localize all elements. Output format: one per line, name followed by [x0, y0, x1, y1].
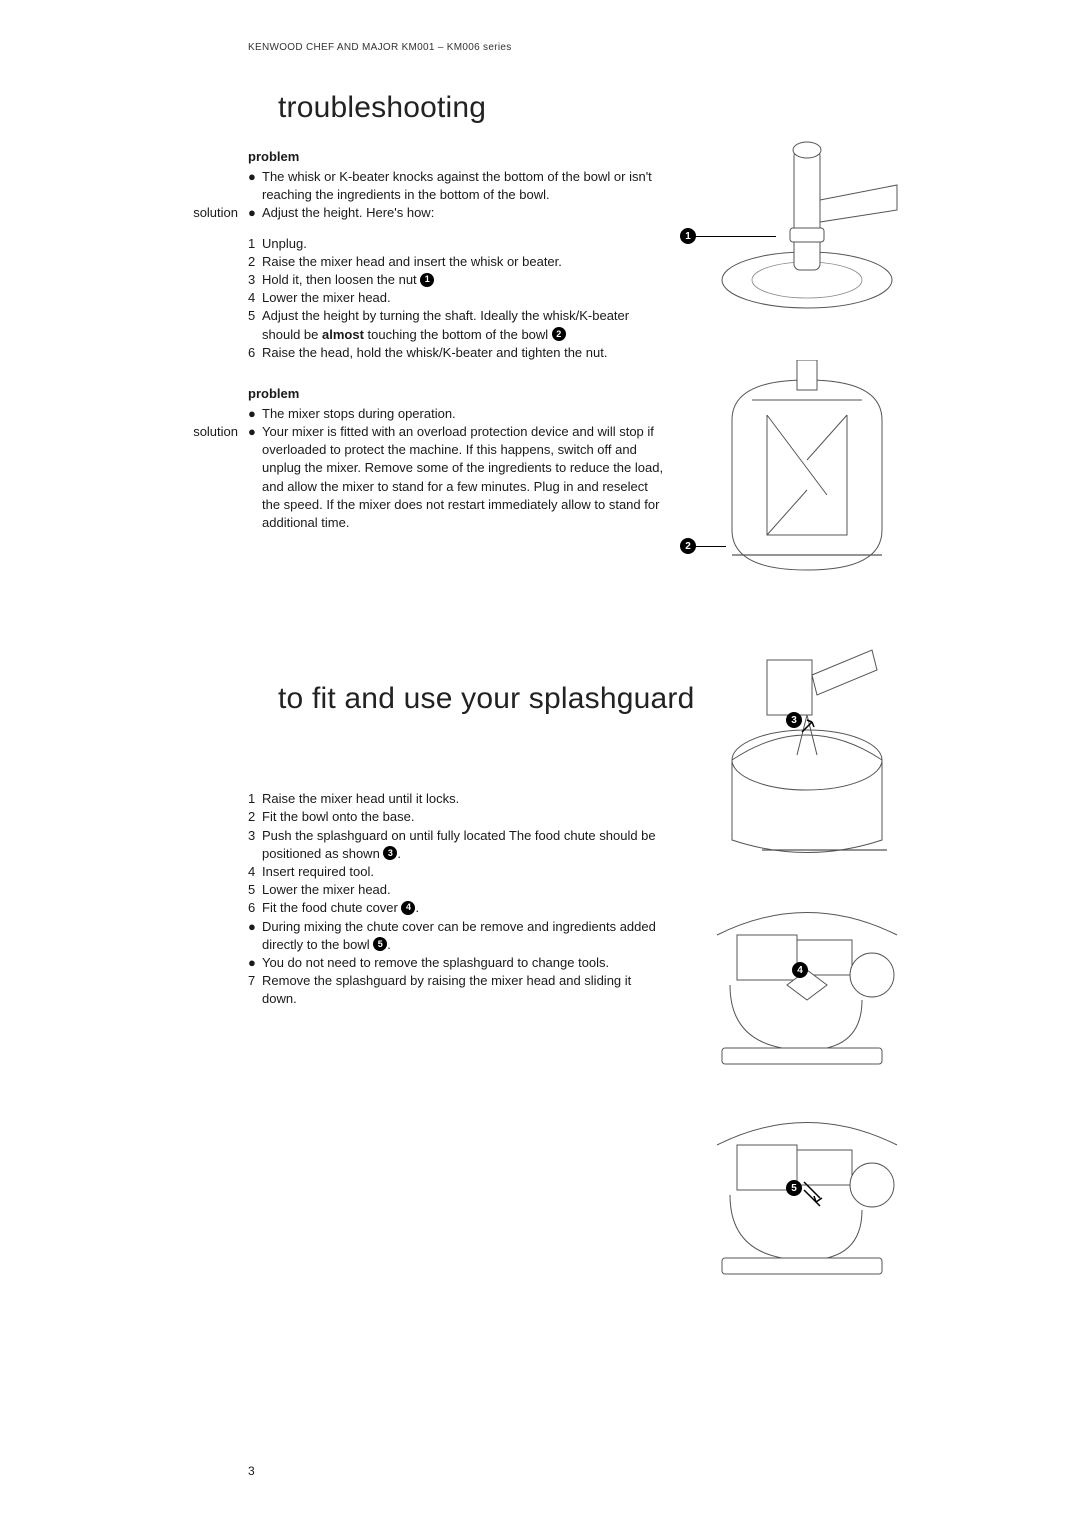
step-text: Remove the splashguard by raising the mi… — [262, 972, 668, 1008]
bullet-mark: ● — [248, 405, 262, 423]
figure-1-callout-icon: 1 — [680, 228, 696, 244]
step-text: Raise the mixer head and insert the whis… — [262, 253, 668, 271]
step-num: 2 — [248, 253, 262, 271]
problem-heading-1: problem — [248, 149, 1080, 164]
figure-3 — [712, 640, 902, 860]
bullet-text-part: . — [387, 937, 391, 952]
step-num: 4 — [248, 863, 262, 881]
figure-4-sketch-icon — [712, 880, 902, 1070]
page-number: 3 — [248, 1464, 255, 1478]
bullet-text: You do not need to remove the splashguar… — [262, 954, 668, 972]
solution2-text: Your mixer is fitted with an overload pr… — [262, 423, 668, 532]
ref-circle-3-icon: 3 — [383, 846, 397, 860]
step-text: Unplug. — [262, 235, 668, 253]
figure-4-callout-icon: 4 — [792, 962, 808, 978]
bullet-mark: ● — [248, 423, 262, 532]
step-text-part: . — [397, 846, 401, 861]
solution-label-2: solution — [0, 423, 248, 532]
step-num: 1 — [248, 235, 262, 253]
step-text: Raise the mixer head until it locks. — [262, 790, 668, 808]
figure-5-sketch-icon — [712, 1090, 902, 1280]
bullet-mark: ● — [248, 954, 262, 972]
step-text: Insert required tool. — [262, 863, 668, 881]
step-text: Lower the mixer head. — [262, 289, 668, 307]
step-num: 3 — [248, 827, 262, 863]
figure-1-sketch-icon — [712, 130, 902, 330]
figure-3-sketch-icon — [712, 640, 902, 860]
bullet-mark: ● — [248, 918, 262, 954]
step-text: Raise the head, hold the whisk/K-beater … — [262, 344, 668, 362]
step-text-part: . — [415, 900, 419, 915]
problem-heading-2: problem — [248, 386, 1080, 401]
step-num: 1 — [248, 790, 262, 808]
step-text: Adjust the height by turning the shaft. … — [262, 307, 668, 343]
step-text-part: Fit the food chute cover — [262, 900, 401, 915]
figure-1 — [712, 130, 902, 330]
problem1-text: The whisk or K-beater knocks against the… — [262, 168, 668, 204]
step-num: 6 — [248, 899, 262, 917]
step-num: 5 — [248, 307, 262, 343]
figure-1-leader — [696, 236, 776, 237]
section-title-splashguard: to fit and use your splashguard — [278, 682, 1080, 716]
step-num: 7 — [248, 972, 262, 1008]
section-title-troubleshooting: troubleshooting — [278, 91, 1080, 125]
step-text: Hold it, then loosen the nut 1 — [262, 271, 668, 289]
bullet-text-part: During mixing the chute cover can be rem… — [262, 919, 656, 952]
step-text: Fit the bowl onto the base. — [262, 808, 668, 826]
bullet-mark: ● — [248, 168, 262, 204]
bullet-mark: ● — [248, 204, 262, 222]
figure-5-callout-icon: 5 — [786, 1180, 802, 1196]
figure-2-leader — [696, 546, 726, 547]
ref-circle-1-icon: 1 — [420, 273, 434, 287]
step-num: 2 — [248, 808, 262, 826]
figure-2 — [712, 360, 902, 580]
step-text: Push the splashguard on until fully loca… — [262, 827, 668, 863]
ref-circle-2-icon: 2 — [552, 327, 566, 341]
solution-label-1: solution — [0, 204, 248, 222]
step-num: 4 — [248, 289, 262, 307]
ref-circle-4-icon: 4 — [401, 901, 415, 915]
bold-word: almost — [322, 327, 364, 342]
step-text: Lower the mixer head. — [262, 881, 668, 899]
step-text-part: touching the bottom of the bowl — [364, 327, 552, 342]
figure-3-callout-icon: 3 — [786, 712, 802, 728]
figure-4 — [712, 880, 902, 1070]
problem2-text: The mixer stops during operation. — [262, 405, 668, 423]
step-num: 3 — [248, 271, 262, 289]
ref-circle-5-icon: 5 — [373, 937, 387, 951]
figure-2-sketch-icon — [712, 360, 902, 580]
step-num: 6 — [248, 344, 262, 362]
step-text-part: Push the splashguard on until fully loca… — [262, 828, 656, 861]
step-num: 5 — [248, 881, 262, 899]
bullet-text: During mixing the chute cover can be rem… — [262, 918, 668, 954]
step-text: Fit the food chute cover 4. — [262, 899, 668, 917]
figure-5 — [712, 1090, 902, 1280]
solution1-text: Adjust the height. Here's how: — [262, 204, 668, 222]
figure-2-callout-icon: 2 — [680, 538, 696, 554]
step-text-part: Hold it, then loosen the nut — [262, 272, 420, 287]
running-header: KENWOOD CHEF AND MAJOR KM001 – KM006 ser… — [248, 42, 1080, 53]
